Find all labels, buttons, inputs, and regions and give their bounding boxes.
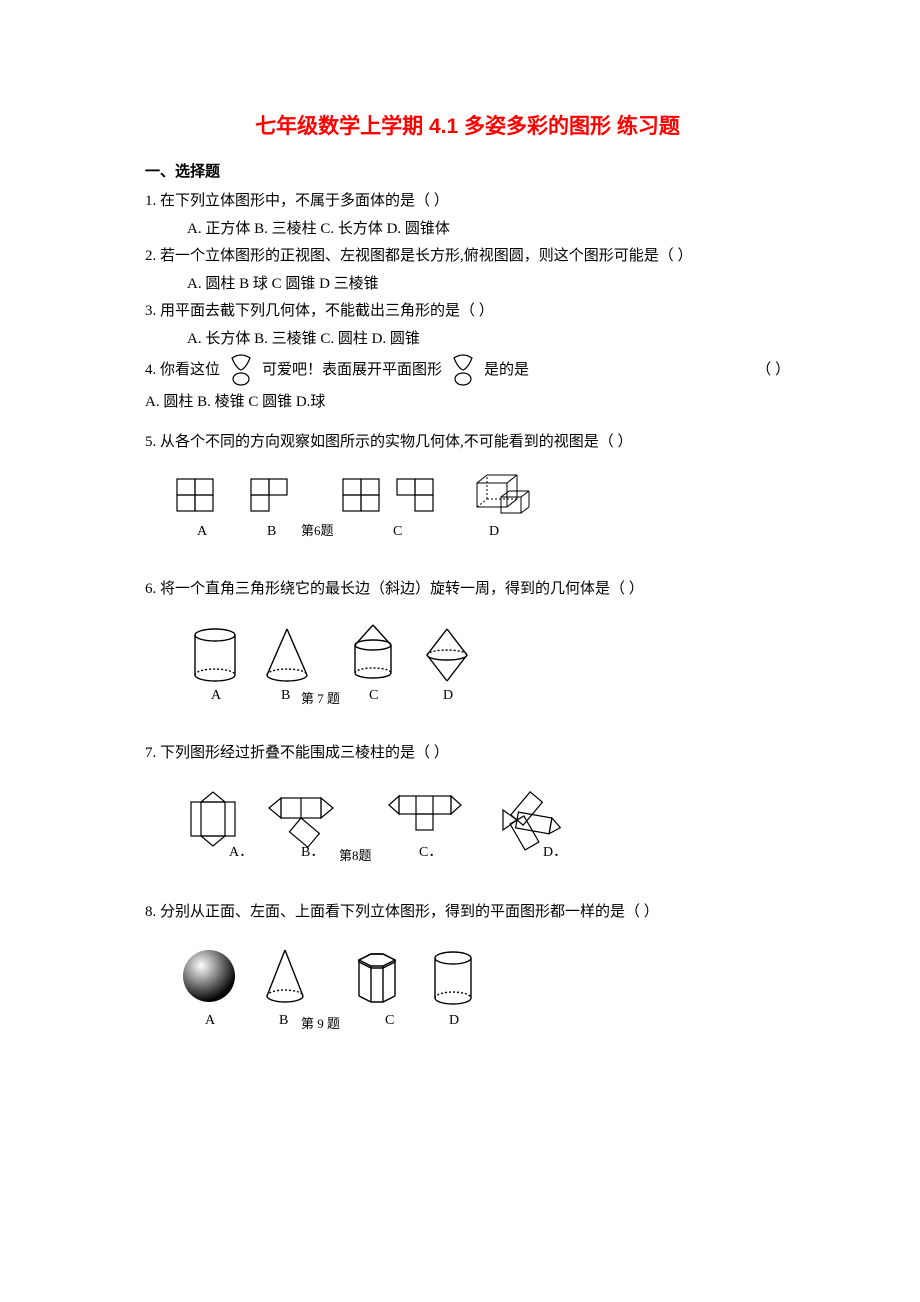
q5-label-a: A xyxy=(197,524,208,539)
q3-options: A. 长方体 B. 三棱锥 C. 圆柱 D. 圆锥 xyxy=(145,327,790,353)
q8-caption: 第 9 题 xyxy=(301,1016,340,1031)
q1-options: A. 正方体 B. 三棱柱 C. 长方体 D. 圆锥体 xyxy=(145,217,790,243)
q7-label-d: D． xyxy=(543,845,567,860)
q7-label-c: C． xyxy=(419,845,442,860)
q6-caption: 第 7 题 xyxy=(301,691,340,706)
q7-caption: 第8题 xyxy=(339,848,372,863)
q8-figure: A B 第 9 题 C xyxy=(173,944,790,1040)
q5-figure: A B 第6题 C xyxy=(173,473,790,553)
q7-label-a: A． xyxy=(229,845,253,860)
q8-label-c: C xyxy=(385,1013,394,1028)
q4-pre: 4. 你看这位 xyxy=(145,358,220,384)
q5-caption: 第6题 xyxy=(301,523,334,538)
q6-label-b: B xyxy=(281,688,290,703)
q6-text: 6. 将一个直角三角形绕它的最长边（斜边）旋转一周，得到的几何体是（ ） xyxy=(145,577,790,603)
q1-text: 1. 在下列立体图形中，不属于多面体的是（ ） xyxy=(145,189,790,215)
q6-label-d: D xyxy=(443,688,453,703)
q7-text: 7. 下列图形经过折叠不能围成三棱柱的是（ ） xyxy=(145,741,790,767)
q8-label-b: B xyxy=(279,1013,288,1028)
q2-options: A. 圆柱 B 球 C 圆锥 D 三棱锥 xyxy=(145,272,790,298)
q5-text: 5. 从各个不同的方向观察如图所示的实物几何体,不可能看到的视图是（ ） xyxy=(145,430,790,456)
page-title: 七年级数学上学期 4.1 多姿多彩的图形 练习题 xyxy=(145,110,790,140)
q4-paren: （ ） xyxy=(756,358,790,384)
q6-figure: A B 第 7 题 C xyxy=(173,621,790,717)
q3-text: 3. 用平面去截下列几何体，不能截出三角形的是（ ） xyxy=(145,299,790,325)
q8-label-d: D xyxy=(449,1013,459,1028)
q5-label-b: B xyxy=(267,524,276,539)
q6-label-a: A xyxy=(211,688,222,703)
worksheet-page: 七年级数学上学期 4.1 多姿多彩的图形 练习题 一、选择题 1. 在下列立体图… xyxy=(0,0,920,1302)
q4-line: 4. 你看这位 可爱吧！表面展开平面图形 是的是 （ ） xyxy=(145,354,790,388)
q7-label-b: B． xyxy=(301,845,324,860)
q7-figure: A． B． 第8题 C． xyxy=(173,784,790,876)
q5-label-c: C xyxy=(393,524,402,539)
cone-net-icon-2 xyxy=(450,354,476,388)
q2-text: 2. 若一个立体图形的正视图、左视图都是长方形,俯视图圆，则这个图形可能是（ ） xyxy=(145,244,790,270)
q6-label-c: C xyxy=(369,688,378,703)
q4-mid: 可爱吧！表面展开平面图形 xyxy=(262,358,442,384)
q8-label-a: A xyxy=(205,1013,216,1028)
section-header: 一、选择题 xyxy=(145,160,790,181)
cone-net-icon xyxy=(228,354,254,388)
q4-options: A. 圆柱 B. 棱锥 C 圆锥 D.球 xyxy=(145,390,790,416)
q5-label-d: D xyxy=(489,524,499,539)
q4-post: 是的是 xyxy=(484,358,529,384)
q8-text: 8. 分别从正面、左面、上面看下列立体图形，得到的平面图形都一样的是（ ） xyxy=(145,900,790,926)
